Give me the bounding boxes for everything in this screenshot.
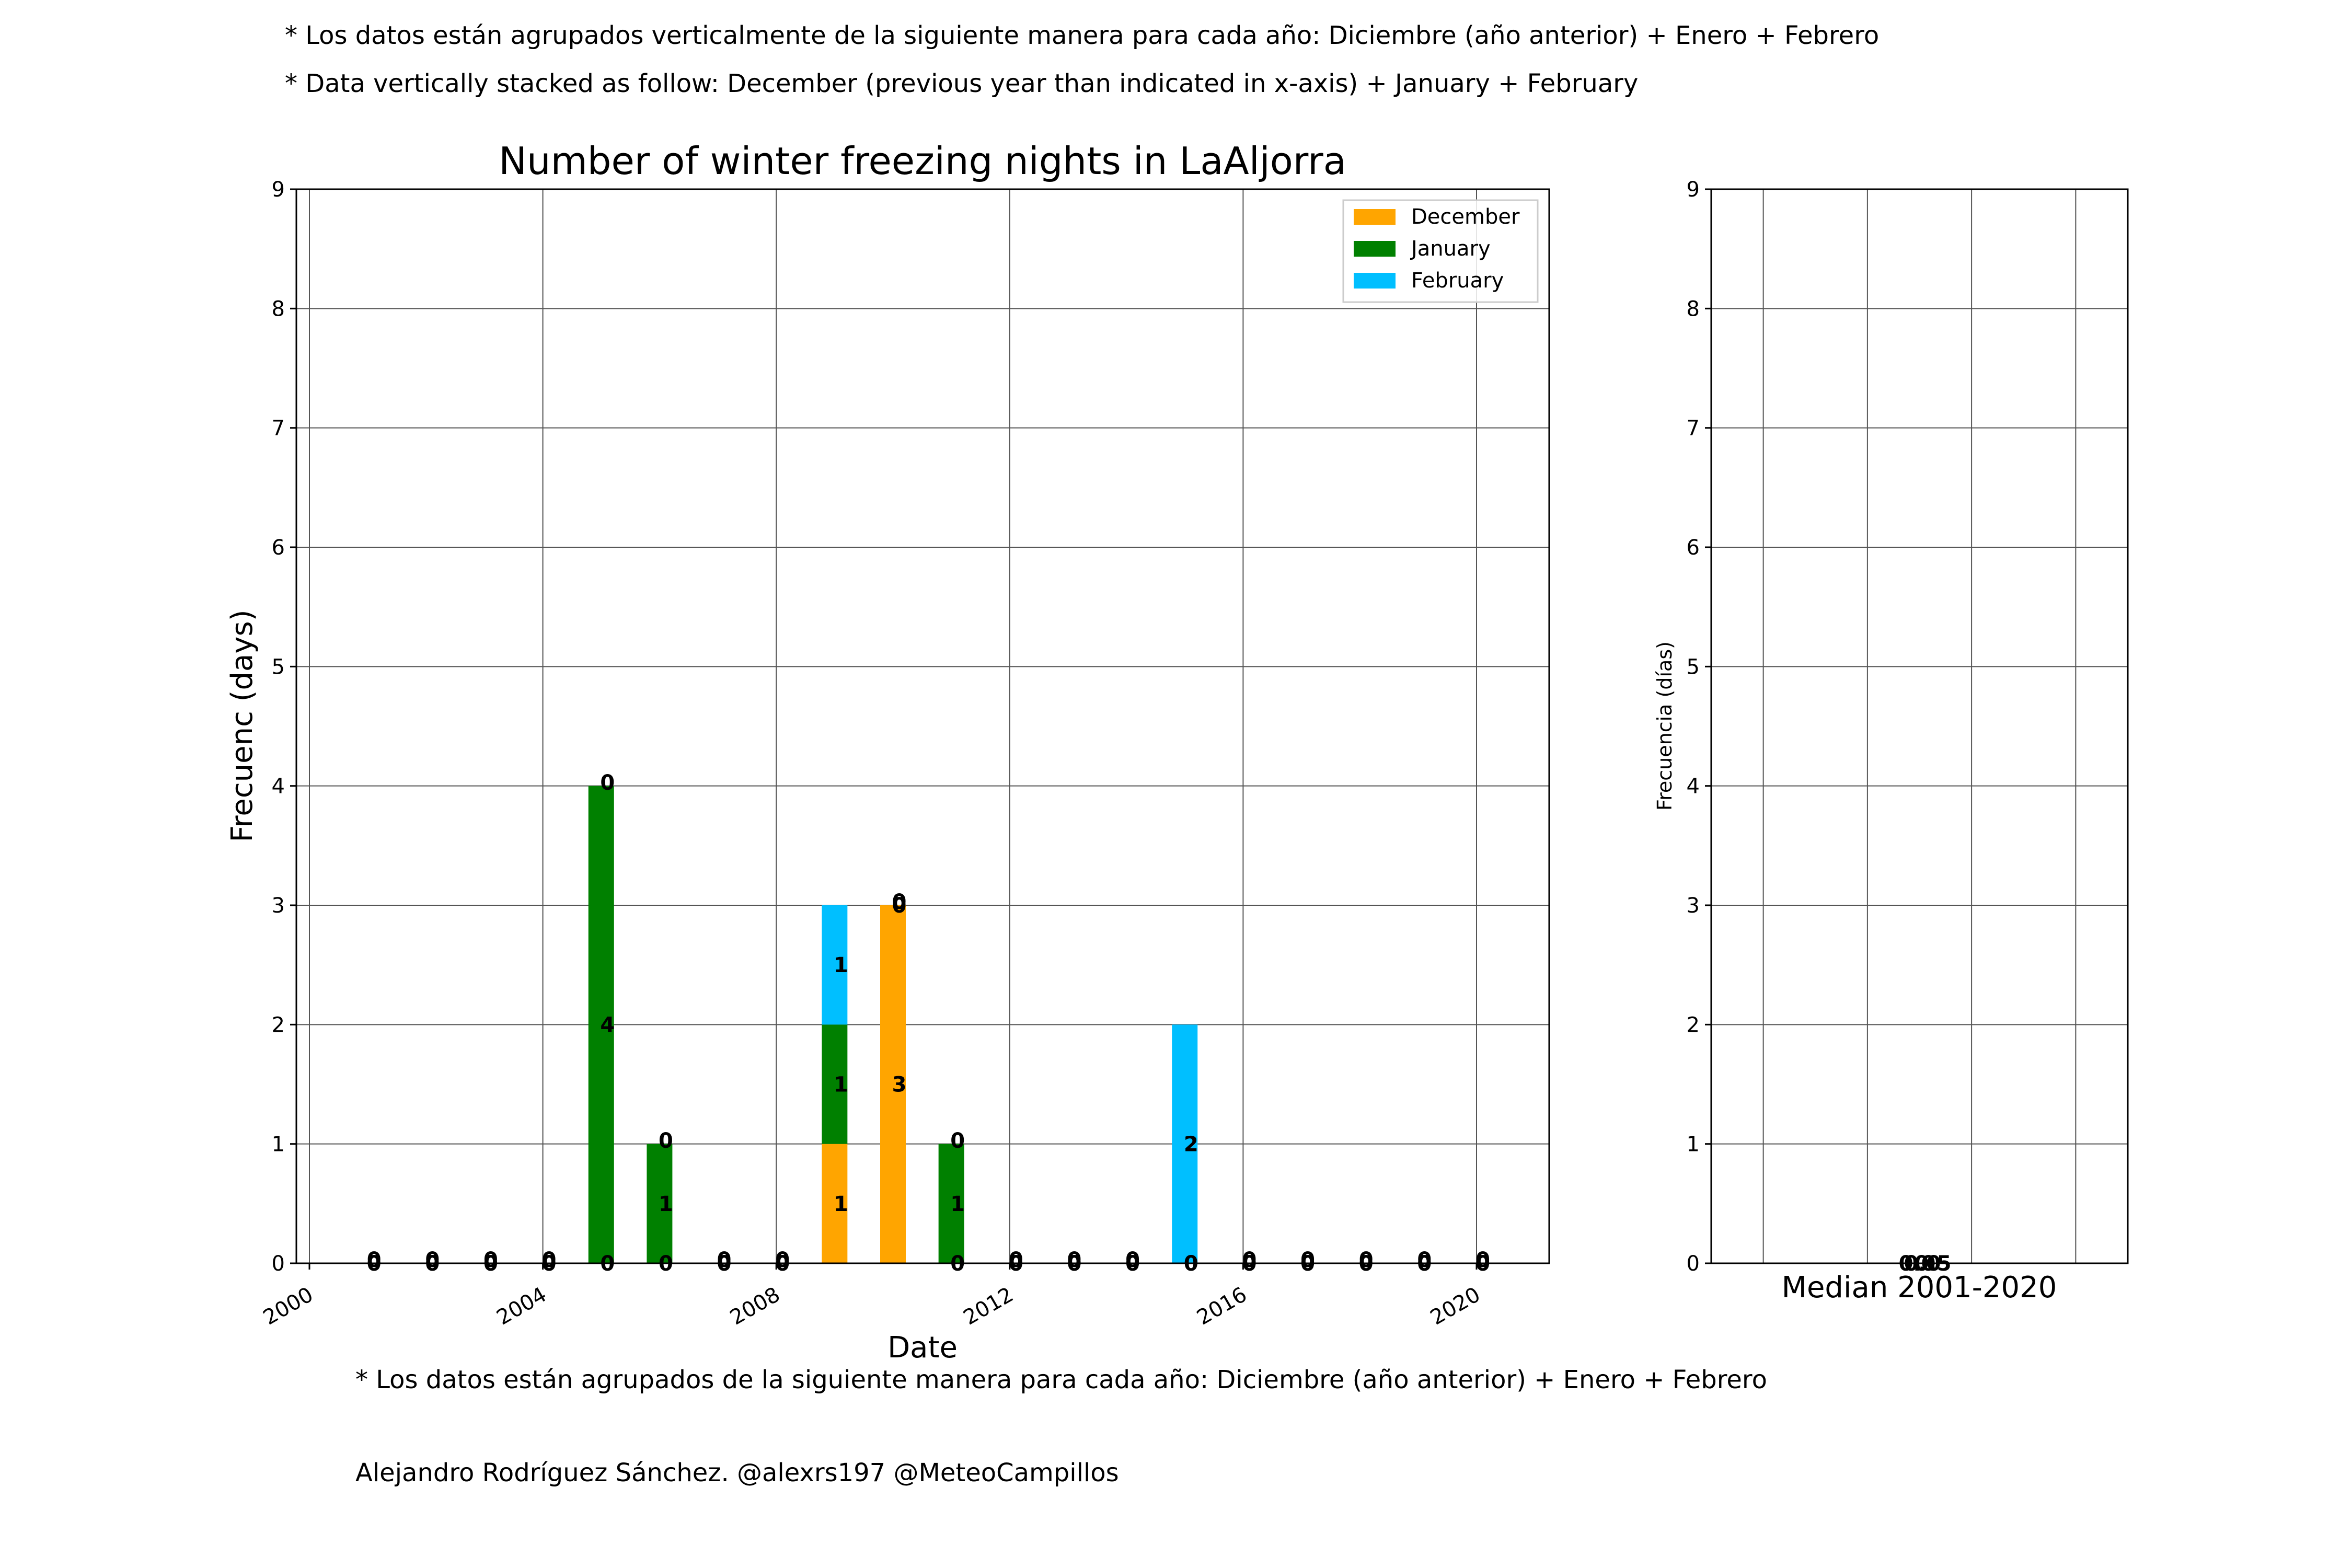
main-gridlines: [296, 189, 1549, 1264]
value-label-february-2017: 0: [1300, 1248, 1315, 1272]
bar-december-2009: [822, 1144, 848, 1263]
main-x-tick-label: 2004: [492, 1283, 550, 1330]
value-label-february-2004: 0: [542, 1248, 557, 1272]
value-label-february-2008: 0: [775, 1248, 790, 1272]
median-plot-frame: [1710, 188, 2129, 1264]
main-x-tick-label: 2020: [1426, 1283, 1484, 1330]
y-axis-label: Frecuenc (days): [225, 609, 259, 842]
value-label-january-2005: 4: [600, 1013, 615, 1037]
value-label-january-2009: 1: [834, 1073, 848, 1097]
legend-swatch-december: [1354, 209, 1396, 225]
main-x-tick-label: 2000: [259, 1283, 317, 1330]
median-gridlines: [1711, 189, 2128, 1264]
bar-january-2009: [822, 1024, 848, 1144]
value-label-february-2019: 0: [1417, 1248, 1432, 1272]
main-y-tick-label: 3: [272, 894, 285, 918]
value-label-february-2020: 0: [1475, 1248, 1490, 1272]
x-axis-label: Date: [887, 1331, 958, 1365]
median-x-axis-label: Median 2001-2020: [1782, 1271, 2057, 1305]
bar-january-2005: [588, 786, 614, 1263]
value-label-february-2001: 0: [367, 1248, 382, 1272]
legend: December January February: [1342, 199, 1539, 303]
bar-february-2009: [822, 905, 848, 1025]
value-label-february-2010: 0: [892, 890, 907, 914]
value-label-february-2012: 0: [1009, 1248, 1023, 1272]
median-y-tick-label: 0: [1687, 1252, 1700, 1276]
value-label-february-2006: 0: [659, 1129, 673, 1153]
chart-title: Number of winter freezing nights in LaAl…: [499, 139, 1346, 183]
value-label-february-2015: 2: [1184, 1133, 1198, 1157]
main-y-tick-label: 9: [272, 178, 285, 202]
median-y-tick-label: 9: [1687, 178, 1700, 202]
main-y-tick-label: 4: [272, 775, 285, 799]
main-y-tick-label: 5: [272, 655, 285, 679]
main-x-tick-label: 2008: [726, 1283, 784, 1330]
median-y-tick-label: 4: [1687, 775, 1700, 799]
value-label-february-2005: 0: [600, 771, 615, 795]
value-label-february-2011: 0: [950, 1129, 965, 1153]
value-label-february-2013: 0: [1067, 1248, 1082, 1272]
value-label-january-2011: 1: [950, 1192, 965, 1216]
median-y-tick-label: 1: [1687, 1133, 1700, 1157]
bar-february-2015: [1172, 1024, 1198, 1263]
median-y-tick-label: 8: [1687, 297, 1700, 321]
value-label-february-2007: 0: [717, 1248, 732, 1272]
author-credit: Alejandro Rodríguez Sánchez. @alexrs197 …: [355, 1458, 1119, 1488]
median-y-tick-label: 5: [1687, 655, 1700, 679]
main-y-tick-label: 1: [272, 1133, 285, 1157]
main-bars: [588, 786, 1198, 1263]
value-label-january-2010: 0: [892, 894, 907, 918]
main-x-tick-label: 2016: [1193, 1283, 1251, 1330]
legend-swatch-february: [1354, 273, 1396, 289]
value-label-february-2009: 1: [834, 953, 848, 977]
value-label-february-2016: 0: [1242, 1248, 1256, 1272]
main-plot-frame: [295, 188, 1550, 1264]
value-label-february-2003: 0: [483, 1248, 498, 1272]
main-y-tick-label: 2: [272, 1013, 285, 1037]
main-y-tick-label: 6: [272, 536, 285, 560]
median-y-tick-label: 7: [1687, 417, 1700, 441]
median-y-tick-label: 6: [1687, 536, 1700, 560]
median-y-tick-label: 3: [1687, 894, 1700, 918]
main-y-tick-label: 7: [272, 417, 285, 441]
note-top-english: * Data vertically stacked as follow: Dec…: [285, 69, 1639, 98]
median-y-axis-label: Frecuencia (días): [1653, 641, 1676, 811]
value-label-december-2009: 1: [834, 1192, 848, 1216]
bar-december-2010: [880, 905, 906, 1263]
note-bottom-spanish: * Los datos están agrupados de la siguie…: [355, 1365, 1767, 1394]
median-ticks: 0 1 2 3 4 5 6 7 8 9: [1687, 178, 1711, 1276]
legend-swatch-january: [1354, 241, 1396, 257]
note-top-spanish: * Los datos están agrupados verticalment…: [285, 21, 1880, 50]
main-x-tick-label: 2012: [960, 1283, 1018, 1330]
value-label-february-2014: 0: [1125, 1248, 1140, 1272]
median-y-tick-label: 2: [1687, 1013, 1700, 1037]
main-y-tick-label: 0: [272, 1252, 285, 1276]
value-label-december-2010: 3: [892, 1073, 907, 1097]
main-y-tick-label: 8: [272, 297, 285, 321]
value-label-february-2018: 0: [1359, 1248, 1374, 1272]
bar-january-2006: [647, 1144, 673, 1263]
legend-label-february: February: [1411, 269, 1504, 293]
legend-label-january: January: [1410, 237, 1491, 261]
legend-label-december: December: [1411, 205, 1520, 229]
bar-january-2011: [938, 1144, 964, 1263]
value-label-january-2006: 1: [659, 1192, 673, 1216]
value-label-february-2002: 0: [425, 1248, 440, 1272]
